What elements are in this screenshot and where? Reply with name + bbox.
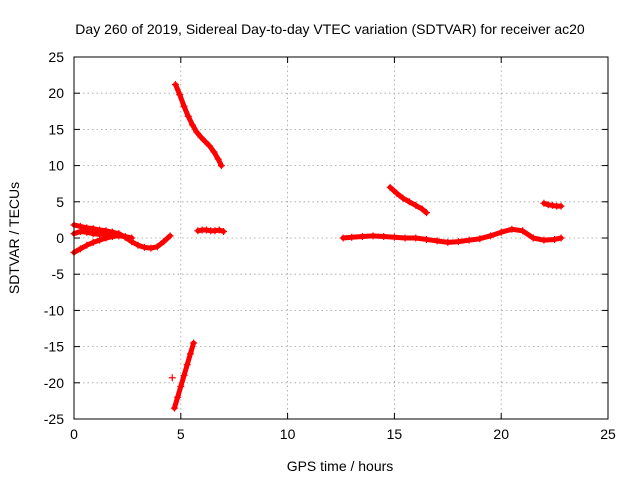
data-points xyxy=(70,81,565,412)
x-tick-label: 0 xyxy=(70,426,78,442)
x-tick-label: 15 xyxy=(387,426,403,442)
y-tick-label: -5 xyxy=(52,266,65,282)
y-tick-label: -25 xyxy=(44,411,64,427)
series-trail xyxy=(195,227,227,234)
series-arc-f xyxy=(168,374,176,382)
y-tick-label: 15 xyxy=(48,121,64,137)
series-arc-c xyxy=(70,227,174,252)
axis-ticks: 0 5 10 15 20 25 -25 -20 -15 -10 -5 0 5 10 15 20 25 xyxy=(44,49,616,442)
series-arc-h xyxy=(339,225,565,246)
x-tick-label: 5 xyxy=(177,426,185,442)
y-axis-label: SDTVAR / TECUs xyxy=(6,182,22,294)
series-arc-g xyxy=(194,226,228,235)
series-trail xyxy=(340,226,564,245)
series-arc-i xyxy=(386,183,430,217)
series-trail xyxy=(541,200,564,209)
y-tick-label: -15 xyxy=(44,339,64,355)
y-tick-label: -20 xyxy=(44,375,64,391)
series-trail xyxy=(387,184,429,216)
y-tick-label: 10 xyxy=(48,158,64,174)
series-arc-j xyxy=(540,199,565,210)
series-arc-e xyxy=(170,339,198,412)
y-tick-label: 0 xyxy=(56,230,64,246)
y-tick-label: 20 xyxy=(48,85,64,101)
y-tick-label: -10 xyxy=(44,302,64,318)
data-point xyxy=(168,374,176,382)
series-trail xyxy=(172,82,224,169)
y-tick-label: 25 xyxy=(48,49,64,65)
series-trail xyxy=(171,340,197,411)
x-tick-label: 25 xyxy=(600,426,616,442)
x-tick-label: 10 xyxy=(280,426,296,442)
x-axis-label: GPS time / hours xyxy=(287,458,394,474)
y-tick-label: 5 xyxy=(56,194,64,210)
chart-title: Day 260 of 2019, Sidereal Day-to-day VTE… xyxy=(75,21,585,37)
series-arc-d xyxy=(171,81,225,170)
series-trail xyxy=(71,228,173,251)
x-tick-label: 20 xyxy=(493,426,509,442)
